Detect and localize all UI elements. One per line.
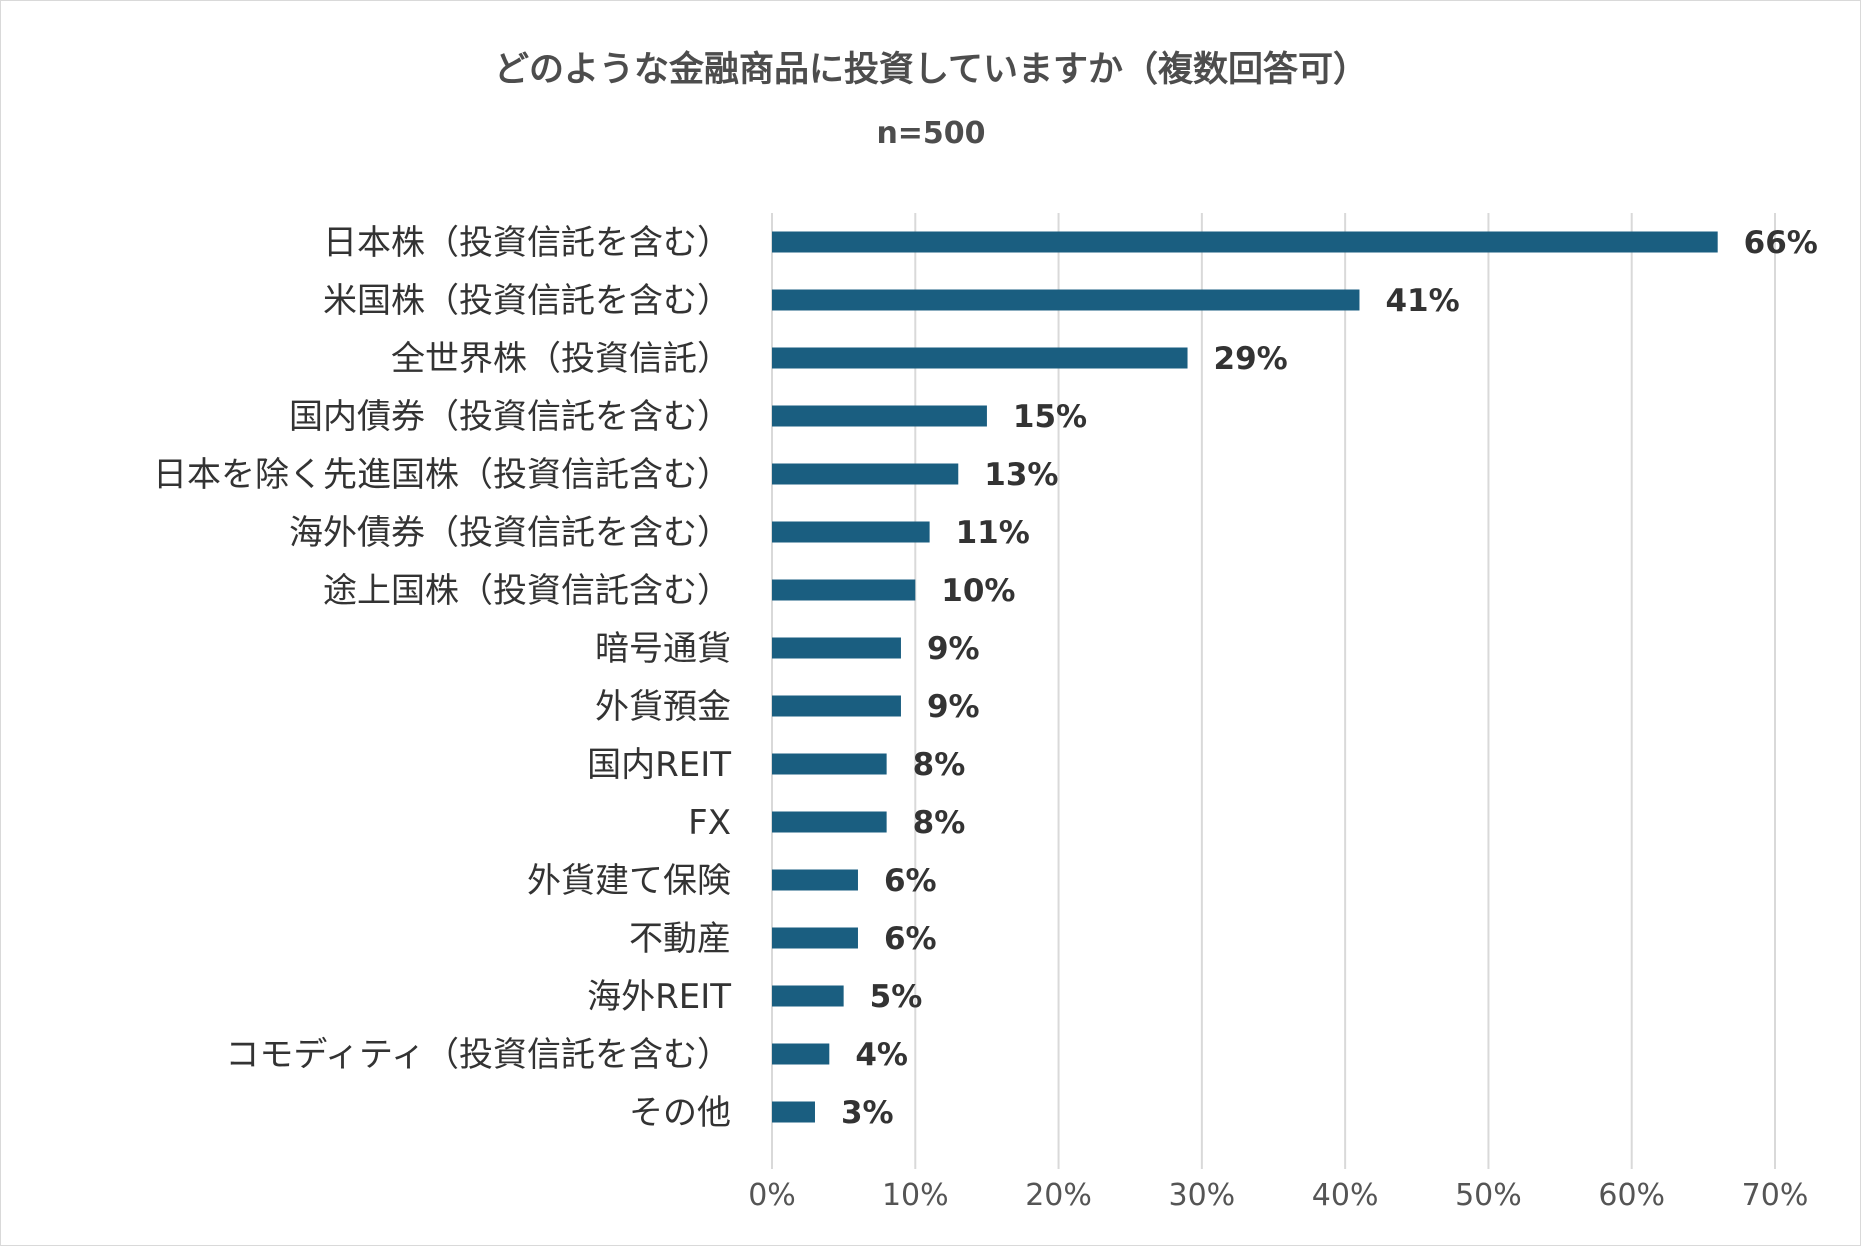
- category-label: FX: [688, 803, 731, 843]
- data-label: 9%: [927, 631, 980, 667]
- chart-title: どのような金融商品に投資していますか（複数回答可）: [494, 49, 1368, 90]
- category-label: コモディティ（投資信託を含む）: [225, 1035, 731, 1075]
- x-tick-label: 20%: [1025, 1178, 1092, 1213]
- bar: [772, 463, 959, 485]
- x-tick-label: 70%: [1742, 1178, 1809, 1213]
- x-tick-label: 50%: [1455, 1178, 1522, 1213]
- data-label: 29%: [1214, 341, 1288, 377]
- data-label: 5%: [870, 979, 923, 1015]
- data-label: 10%: [941, 573, 1015, 609]
- category-label: 国内債券（投資信託を含む）: [289, 397, 731, 437]
- bar: [772, 1101, 815, 1123]
- bars: [772, 231, 1718, 1123]
- x-tick-label: 10%: [882, 1178, 949, 1213]
- x-tick-label: 40%: [1312, 1178, 1379, 1213]
- data-label: 13%: [984, 457, 1058, 493]
- data-label: 66%: [1744, 225, 1818, 261]
- x-axis-ticks: 0% 10% 20% 30% 40% 50% 60% 70%: [748, 1178, 1808, 1213]
- category-label: 全世界株（投資信託）: [391, 339, 731, 379]
- data-label: 6%: [884, 863, 937, 899]
- data-label: 8%: [913, 805, 966, 841]
- bar: [772, 347, 1188, 369]
- data-label: 41%: [1385, 283, 1459, 319]
- category-label: 外貨建て保険: [527, 861, 731, 901]
- bar: [772, 231, 1718, 253]
- bar: [772, 753, 887, 775]
- x-tick-label: 0%: [748, 1178, 796, 1213]
- category-label: 日本を除く先進国株（投資信託含む）: [153, 455, 731, 495]
- bar: [772, 405, 987, 427]
- bar: [772, 1043, 830, 1065]
- data-label: 8%: [913, 747, 966, 783]
- data-label: 3%: [841, 1095, 894, 1131]
- bar: [772, 289, 1360, 311]
- category-label: 不動産: [629, 919, 731, 959]
- data-label: 11%: [956, 515, 1030, 551]
- category-label: 外貨預金: [595, 687, 731, 727]
- bar: [772, 927, 858, 949]
- bar: [772, 869, 858, 891]
- data-label: 4%: [855, 1037, 908, 1073]
- category-label: 日本株（投資信託を含む）: [323, 223, 731, 263]
- data-label: 15%: [1013, 399, 1087, 435]
- bar: [772, 695, 901, 717]
- category-label: 海外債券（投資信託を含む）: [289, 513, 731, 553]
- bar: [772, 637, 901, 659]
- category-label: 国内REIT: [587, 745, 731, 785]
- x-tick-label: 30%: [1169, 1178, 1236, 1213]
- category-labels: 日本株（投資信託を含む） 米国株（投資信託を含む） 全世界株（投資信託） 国内債券（投…: [153, 223, 731, 1133]
- bar: [772, 579, 916, 601]
- x-tick-label: 60%: [1598, 1178, 1665, 1213]
- data-label: 6%: [884, 921, 937, 957]
- bar: [772, 521, 930, 543]
- category-label: その他: [629, 1093, 731, 1133]
- category-label: 途上国株（投資信託含む）: [323, 571, 731, 611]
- data-label: 9%: [927, 689, 980, 725]
- category-label: 暗号通貨: [595, 629, 731, 669]
- chart-subtitle: n=500: [876, 116, 985, 151]
- bar: [772, 811, 887, 833]
- gridlines: [771, 213, 1776, 1169]
- category-label: 米国株（投資信託を含む）: [323, 281, 731, 321]
- category-label: 海外REIT: [587, 977, 731, 1017]
- bar: [772, 985, 844, 1007]
- value-labels: 66% 41% 29% 15% 13% 11% 10% 9% 9% 8% 8% 6% 6% 5% 4% 3%: [841, 225, 1818, 1131]
